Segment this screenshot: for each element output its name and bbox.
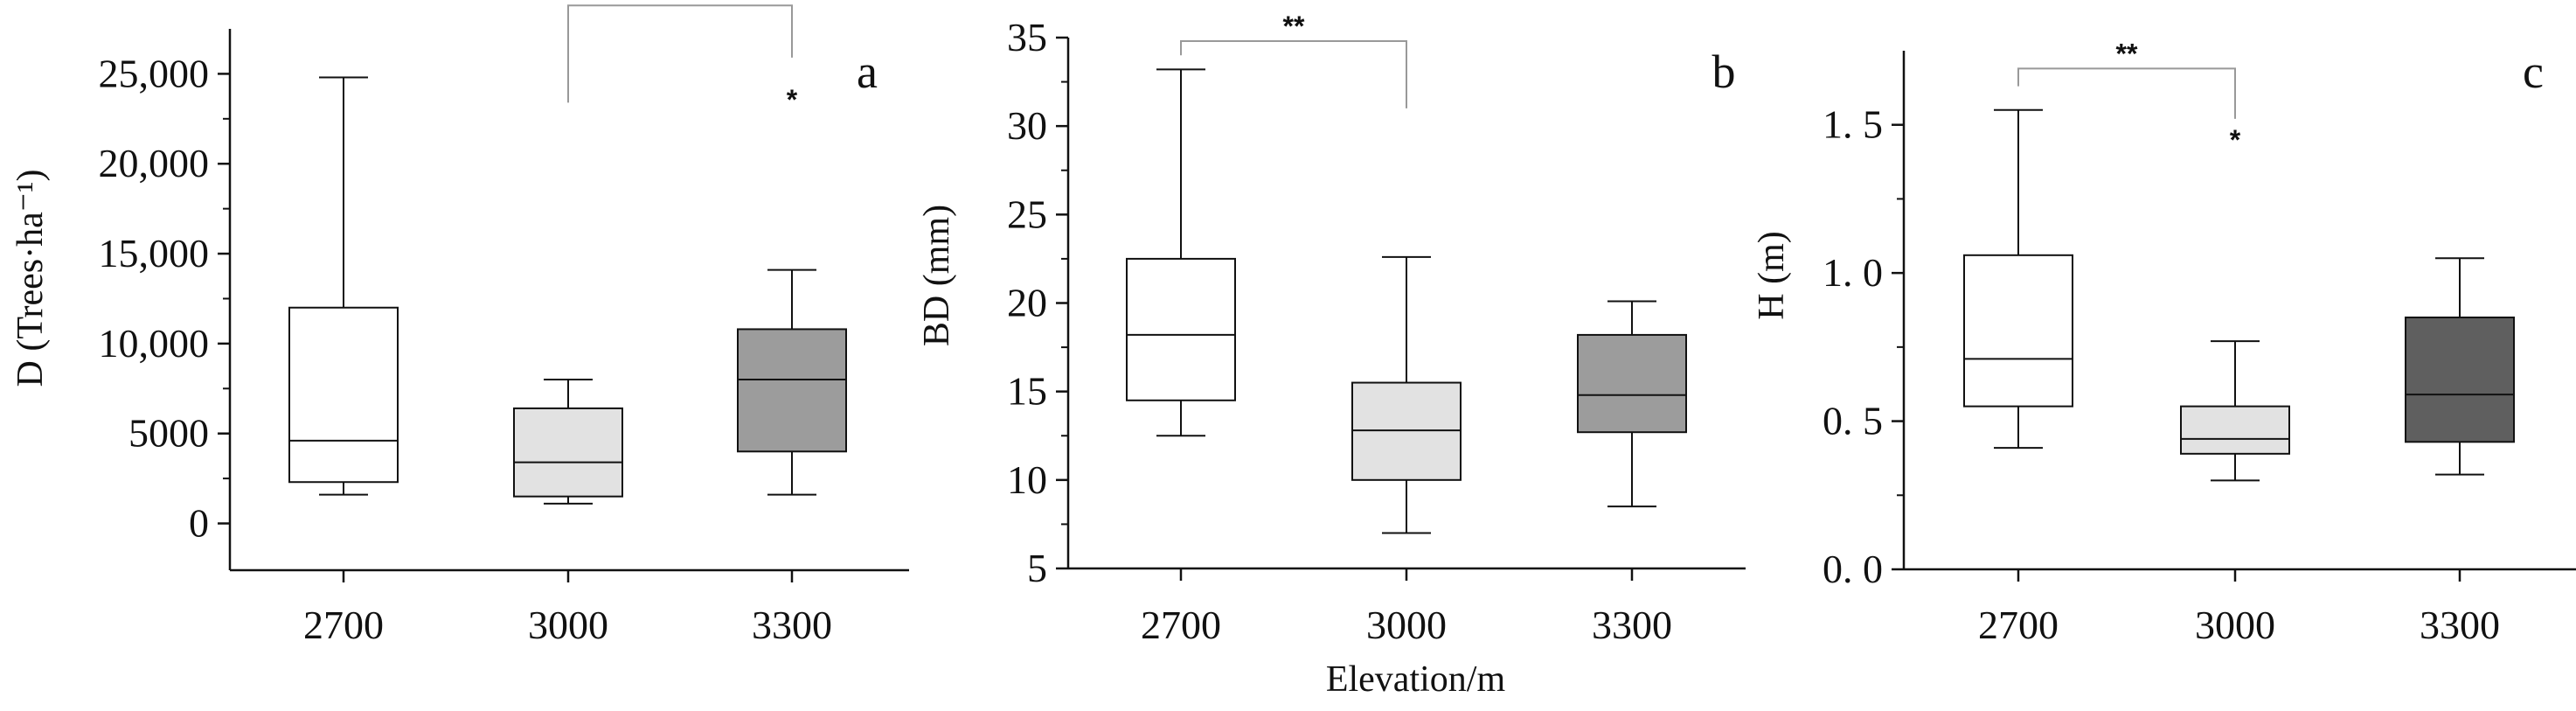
panel-a: 0 5000 10,000 15,000 20,000 25,000 2700 3000 330… [10,0,909,647]
panel-b: 5 10 15 20 25 30 35 2700 3000 3300 BD (mm) Elevatio… [917,10,1746,700]
x-tick-label: 3300 [2420,603,2500,647]
box-3300 [2405,257,2515,476]
y-tick-label: 35 [1007,15,1047,59]
x-tick-label: 3000 [528,603,608,647]
y-tick-label: 0 [189,501,209,546]
y-tick-label: 1. 0 [1823,250,1883,295]
y-tick-label: 1. 5 [1823,102,1883,147]
x-tick-label: 3300 [1592,603,1672,647]
x-tick-label: 2700 [303,603,384,647]
box-3300 [1577,300,1687,508]
x-tick-label: 3000 [2195,603,2275,647]
iqr-box [737,328,847,453]
y-tick-label: 5 [1027,546,1047,590]
iqr-box [2405,316,2515,443]
box-3000 [513,379,623,505]
iqr-box [2180,405,2290,455]
y-tick-label: 20,000 [99,141,210,185]
x-tick-label: 3300 [752,603,832,647]
x-axis-title: Elevation/m [1326,659,1506,700]
y-tick-label: 20 [1007,281,1047,325]
x-tick-label: 3000 [1366,603,1447,647]
iqr-box [1351,381,1462,481]
box-3000 [2180,340,2290,482]
y-axis-title: BD (mm) [917,205,957,346]
box-2700 [288,76,399,496]
y-tick-label: 25 [1007,192,1047,236]
y-tick-label: 5000 [128,411,209,456]
significance-label: ** [1283,10,1305,42]
significance-label: * [675,0,686,6]
x-tick-label: 2700 [1978,603,2059,647]
y-tick-label: 10 [1007,457,1047,502]
significance-label: ** [2116,38,2138,69]
box-3000 [1351,255,1462,534]
iqr-box [513,407,623,498]
box-2700 [1126,68,1236,437]
outlier-marker: * [2230,124,2241,156]
outlier-marker: * [787,84,798,115]
y-tick-label: 10,000 [99,321,210,366]
y-axis-title: H (m) [1752,231,1792,319]
panel-letter: c [2523,45,2544,98]
y-tick-label: 25,000 [99,51,210,95]
box-3300 [737,268,847,496]
iqr-box [1963,254,2073,408]
y-tick-label: 15,000 [99,231,210,275]
y-axis-title: D (Trees·ha⁻¹) [10,170,51,387]
significance-bracket [2017,67,2236,119]
panel-letter: b [1712,45,1736,98]
significance-bracket [1180,40,1407,108]
iqr-box [1577,333,1687,434]
panel-letter: a [857,45,878,98]
y-tick-label: 30 [1007,103,1047,148]
y-tick-label: 15 [1007,369,1047,414]
x-tick-label: 2700 [1141,603,1221,647]
iqr-box [1126,257,1236,401]
iqr-box [288,306,399,484]
y-tick-label: 0. 5 [1823,399,1883,443]
box-2700 [1963,108,2073,450]
y-tick-label: 0. 0 [1823,547,1883,591]
significance-bracket [567,4,793,103]
